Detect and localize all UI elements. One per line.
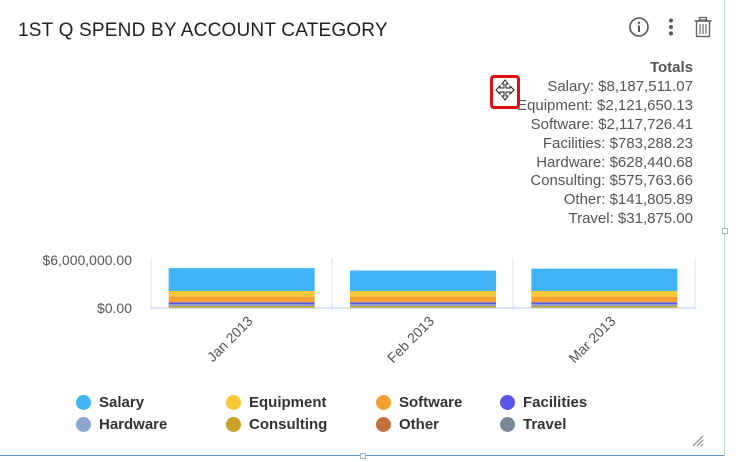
resize-grip-icon[interactable] — [690, 433, 704, 447]
legend-swatch — [226, 417, 241, 432]
legend-swatch — [376, 417, 391, 432]
total-other: Other: $141,805.89 — [563, 191, 693, 209]
resize-handle-bottom[interactable] — [360, 453, 366, 459]
legend-label: Salary — [99, 394, 145, 411]
x-tick-label: Jan 2013 — [204, 313, 256, 365]
y-tick-label: $0.00 — [97, 300, 132, 316]
legend-item-other[interactable]: Other — [376, 416, 500, 433]
legend-item-salary[interactable]: Salary — [76, 394, 226, 411]
legend-item-software[interactable]: Software — [376, 394, 500, 411]
stacked-bar-chart: $6,000,000.00 $0.00 Jan 2013 Feb 2013 Mar 2… — [42, 252, 696, 366]
bar-segment-salary[interactable] — [350, 270, 496, 291]
total-hardware: Hardware: $628,440.68 — [536, 153, 693, 171]
legend-label: Facilities — [523, 394, 588, 411]
total-consulting: Consulting: $575,763.66 — [530, 172, 693, 190]
bar-segment-hardware[interactable] — [531, 304, 678, 307]
totals-header: Totals — [649, 59, 693, 76]
bar-segment-software[interactable] — [350, 296, 496, 303]
legend-swatch — [500, 417, 515, 432]
bar-segment-equipment[interactable] — [168, 290, 315, 297]
legend-label: Software — [399, 394, 463, 411]
legend-swatch — [500, 395, 515, 410]
legend-item-consulting[interactable]: Consulting — [226, 416, 376, 433]
bar-segment-consulting[interactable] — [531, 306, 678, 308]
widget-title: 1ST Q SPEND BY ACCOUNT CATEGORY — [18, 20, 388, 41]
chart-widget: 1ST Q SPEND BY ACCOUNT CATEGORY — [0, 0, 725, 456]
legend-label: Equipment — [249, 394, 327, 411]
bar-segment-consulting[interactable] — [350, 306, 496, 308]
legend-label: Travel — [523, 416, 567, 433]
totals-panel: Totals Salary: $8,187,511.07 Equipment: … — [517, 59, 693, 229]
total-salary: Salary: $8,187,511.07 — [547, 77, 693, 95]
legend-swatch — [226, 395, 241, 410]
total-equipment: Equipment: $2,121,650.13 — [517, 96, 693, 114]
move-arrows-icon — [495, 78, 515, 106]
kebab-menu-icon[interactable] — [660, 16, 682, 38]
chart-legend: Salary Equipment Software Facilities Har… — [76, 394, 676, 433]
legend-item-hardware[interactable]: Hardware — [76, 416, 226, 433]
bar-segment-hardware[interactable] — [168, 304, 315, 307]
total-software: Software: $2,117,726.41 — [530, 115, 693, 133]
bar-segment-facilities[interactable] — [350, 302, 496, 305]
bar-segment-consulting[interactable] — [168, 306, 315, 308]
legend-label: Other — [399, 416, 440, 433]
trash-icon[interactable] — [692, 16, 714, 38]
legend-item-facilities[interactable]: Facilities — [500, 394, 620, 411]
total-travel: Travel: $31,875.00 — [568, 210, 693, 228]
bar-segment-equipment[interactable] — [350, 290, 496, 297]
legend-item-equipment[interactable]: Equipment — [226, 394, 376, 411]
move-handle[interactable] — [490, 75, 520, 109]
bar-segment-equipment[interactable] — [531, 290, 678, 297]
bar-segment-software[interactable] — [168, 296, 315, 303]
info-icon[interactable] — [628, 16, 650, 38]
y-tick-label: $6,000,000.00 — [42, 252, 132, 268]
legend-label: Consulting — [249, 416, 328, 433]
legend-swatch — [76, 417, 91, 432]
bar-segment-salary[interactable] — [168, 268, 315, 291]
legend-label: Hardware — [99, 416, 168, 433]
legend-swatch — [76, 395, 91, 410]
x-tick-label: Mar 2013 — [565, 313, 618, 366]
bar-segment-salary[interactable] — [531, 268, 678, 291]
bar-segment-facilities[interactable] — [168, 302, 315, 305]
legend-swatch — [376, 395, 391, 410]
legend-item-travel[interactable]: Travel — [500, 416, 620, 433]
bar-segment-facilities[interactable] — [531, 302, 678, 305]
bar-segment-software[interactable] — [531, 296, 678, 303]
bar-segment-hardware[interactable] — [350, 304, 496, 307]
total-facilities: Facilities: $783,288.23 — [542, 134, 693, 152]
widget-toolbar — [628, 16, 714, 38]
x-tick-label: Feb 2013 — [384, 313, 437, 366]
resize-handle-right[interactable] — [722, 228, 728, 234]
